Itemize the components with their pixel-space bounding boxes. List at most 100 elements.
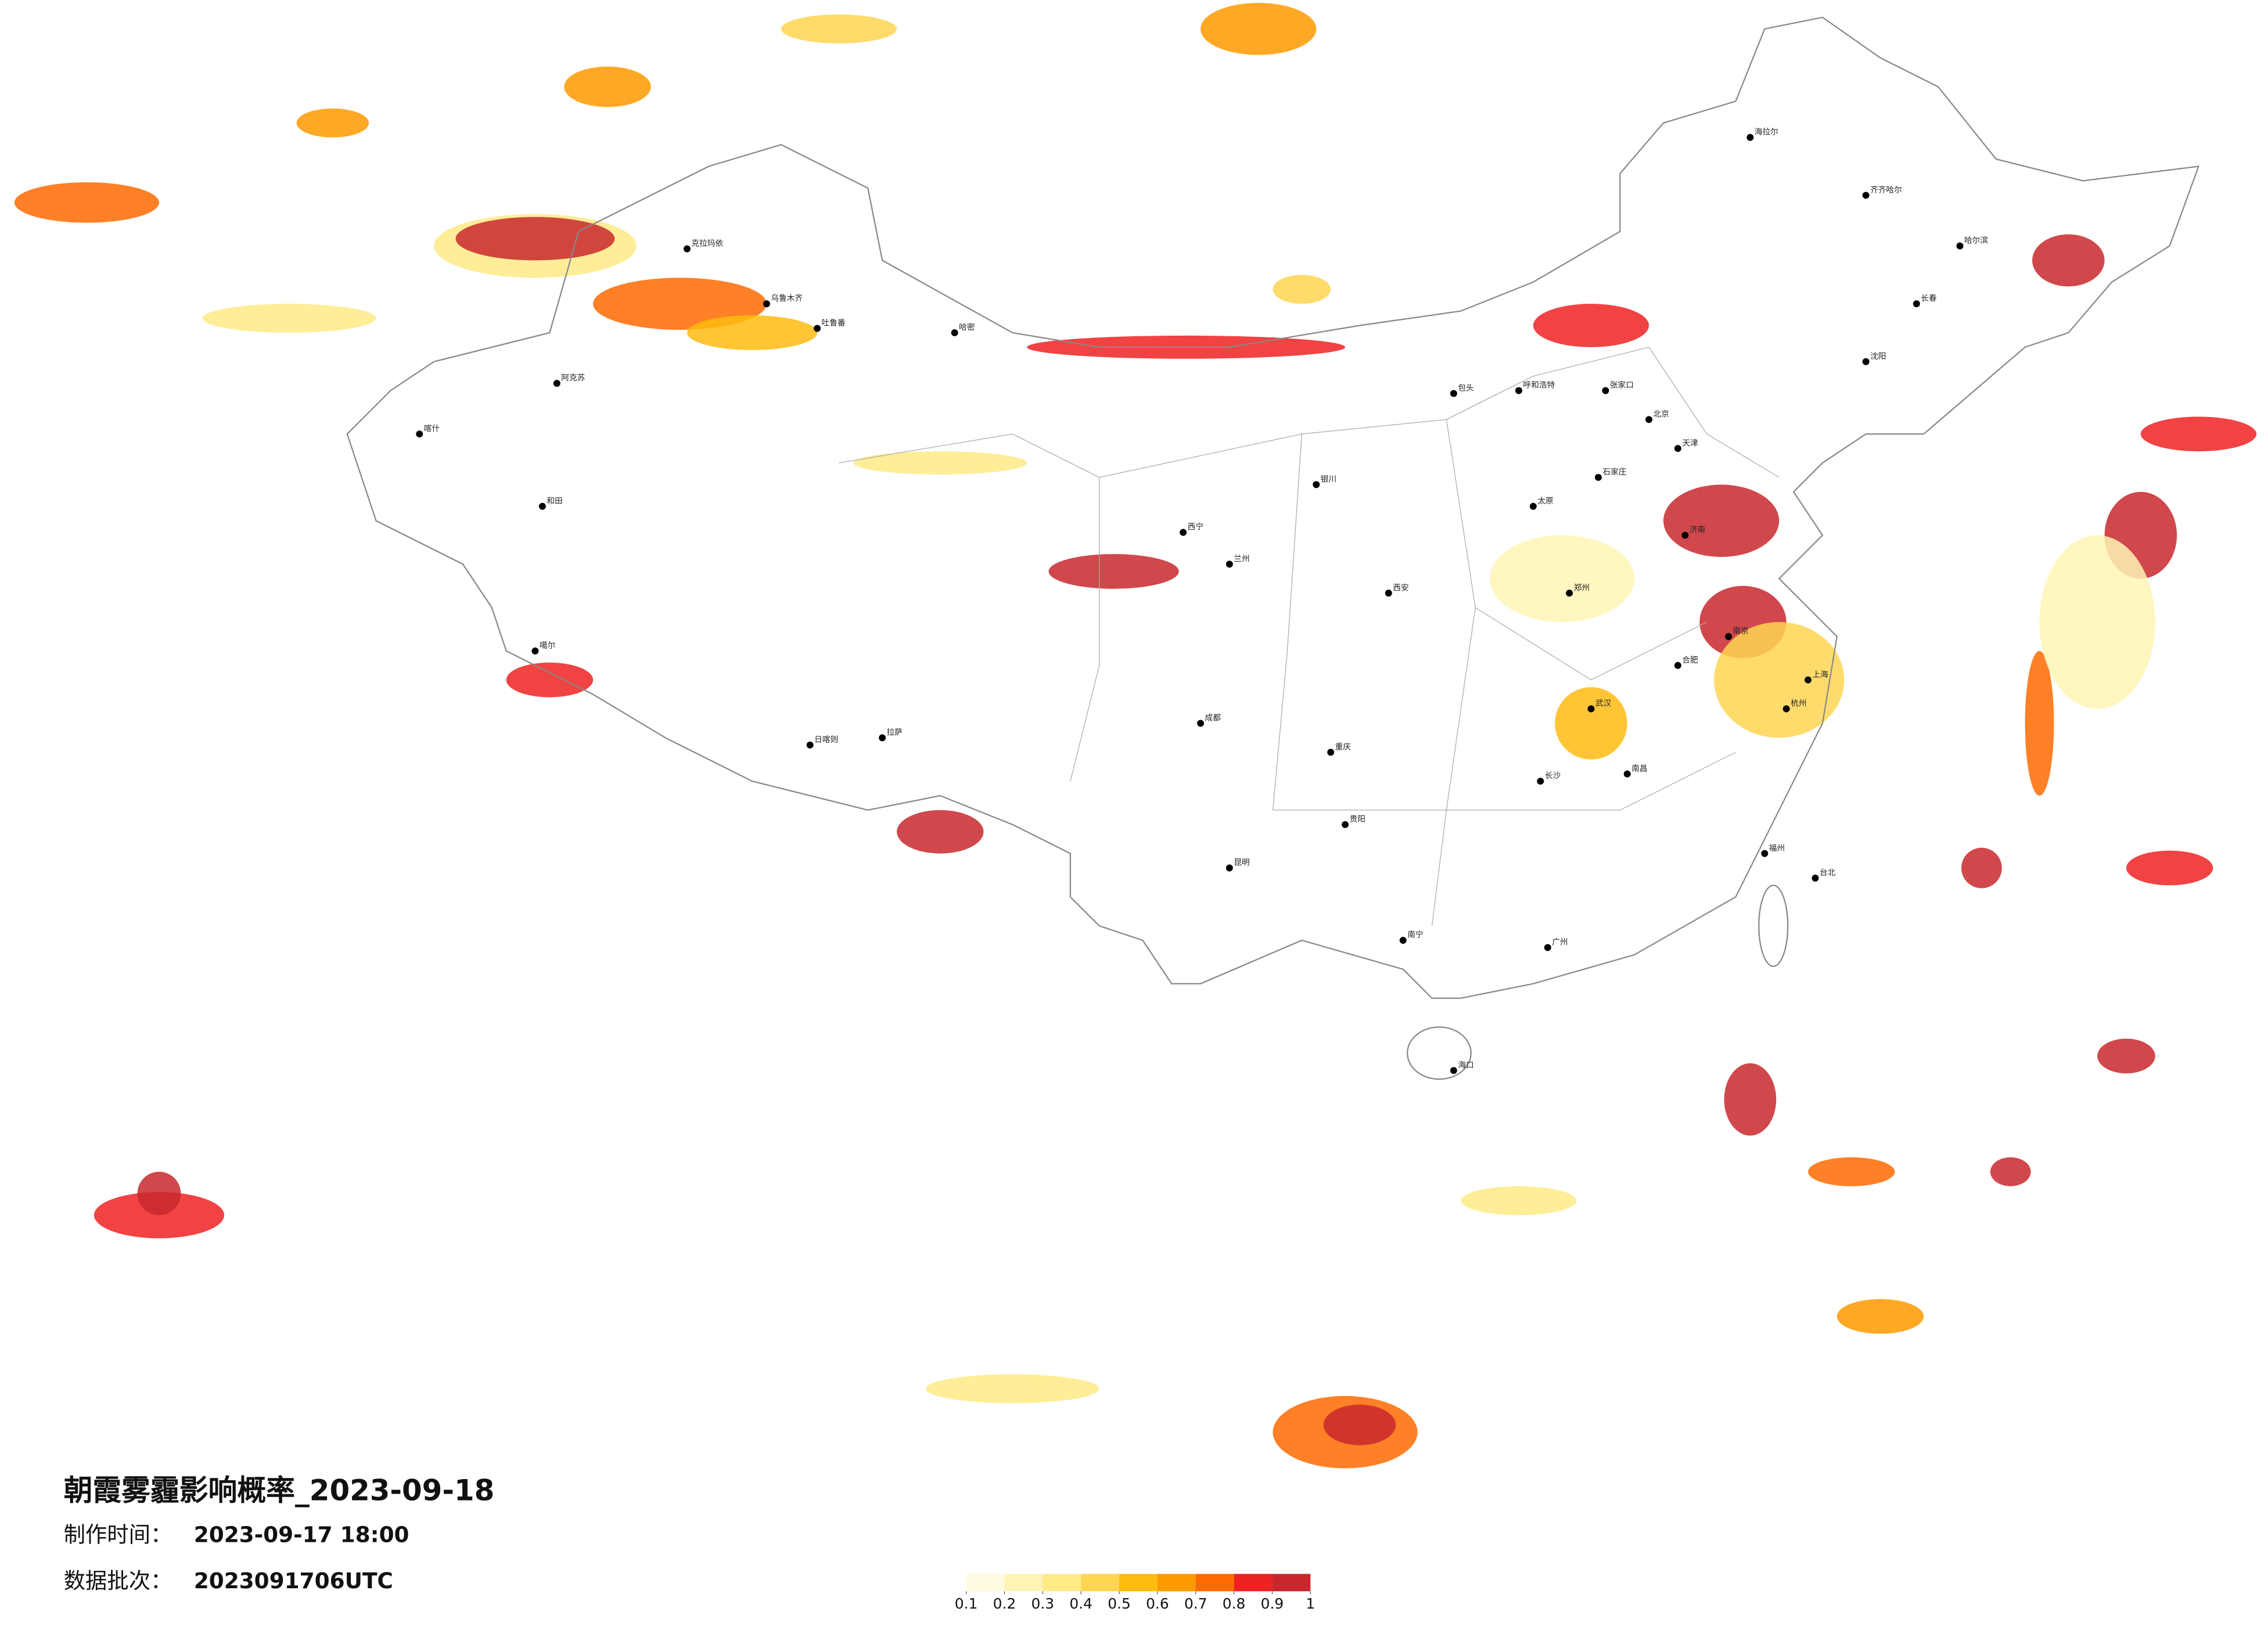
city-label: 南昌 xyxy=(1631,764,1647,774)
hainan-outline xyxy=(1407,1026,1472,1080)
city-label: 重庆 xyxy=(1335,742,1352,751)
city-label: 成都 xyxy=(1205,714,1221,723)
city-label: 西安 xyxy=(1393,583,1408,592)
legend-swatch xyxy=(1119,1574,1158,1592)
legend-swatch xyxy=(1234,1574,1273,1592)
city-dot xyxy=(879,734,886,742)
legend-swatch xyxy=(1272,1574,1311,1592)
city-label: 福州 xyxy=(1769,844,1785,853)
legend-tick-label: 0.7 xyxy=(1184,1595,1207,1612)
probability-patch xyxy=(1555,687,1627,760)
legend-tick-label: 0.4 xyxy=(1069,1595,1092,1612)
city-label: 天津 xyxy=(1682,438,1698,448)
city-label: 阿克苏 xyxy=(561,373,585,383)
city-dot xyxy=(1805,676,1812,684)
city-label: 哈密 xyxy=(959,322,975,332)
city-dot xyxy=(1544,944,1551,951)
city-dot xyxy=(1537,778,1544,785)
city-dot xyxy=(1811,875,1819,882)
probability-patch xyxy=(2039,535,2155,709)
legend-swatch xyxy=(1004,1574,1043,1592)
legend-tick-label: 0.2 xyxy=(993,1595,1016,1612)
city-dot xyxy=(1327,749,1335,756)
city-label: 海拉尔 xyxy=(1755,128,1778,137)
city-dot xyxy=(1746,134,1754,141)
probability-patch xyxy=(564,66,651,107)
probability-patch xyxy=(897,810,984,854)
city-label: 太原 xyxy=(1537,497,1553,506)
probability-patch xyxy=(593,278,767,330)
city-dot xyxy=(1862,192,1870,199)
city-dot xyxy=(1913,300,1920,308)
probability-patch xyxy=(296,108,369,138)
city-label: 昆明 xyxy=(1234,858,1249,868)
city-dot xyxy=(531,647,539,654)
city-label: 贵阳 xyxy=(1350,815,1365,824)
probability-patch xyxy=(853,451,1027,475)
city-dot xyxy=(1761,850,1769,857)
probability-patch xyxy=(1201,2,1317,55)
legend-tick-label: 1 xyxy=(1306,1595,1315,1612)
city-dot xyxy=(763,300,770,308)
city-dot xyxy=(1225,864,1233,872)
probability-patch xyxy=(1490,535,1635,623)
probability-patch xyxy=(506,662,594,697)
legend-tick-label: 0.6 xyxy=(1146,1595,1169,1612)
city-dot xyxy=(1566,589,1573,597)
city-dot xyxy=(1681,531,1689,539)
city-dot xyxy=(814,325,821,332)
city-dot xyxy=(1645,416,1653,423)
city-label: 南宁 xyxy=(1407,930,1423,940)
color-legend: 0.1 0.2 0.3 0.4 0.5 0.6 0.7 0.8 0.9 1 xyxy=(955,1574,1315,1612)
legend-tick-label: 0.9 xyxy=(1261,1595,1284,1612)
city-dot xyxy=(1674,445,1681,452)
city-dot xyxy=(1399,937,1407,944)
probability-patch xyxy=(455,217,615,261)
probability-patch xyxy=(2032,234,2105,287)
city-dot xyxy=(1587,705,1595,713)
city-dot xyxy=(553,380,560,387)
city-label: 济南 xyxy=(1690,526,1705,535)
city-label: 广州 xyxy=(1552,938,1568,947)
city-label: 和田 xyxy=(547,497,562,506)
city-dot xyxy=(1674,661,1681,669)
city-label: 合肥 xyxy=(1682,656,1698,665)
city-dot xyxy=(1594,474,1602,481)
city-dot xyxy=(1862,358,1870,365)
city-label: 西宁 xyxy=(1188,522,1203,532)
city-label: 海口 xyxy=(1458,1060,1473,1070)
city-dot xyxy=(683,245,691,253)
probability-patch xyxy=(1836,1299,1924,1334)
probability-patch xyxy=(2140,416,2257,452)
city-label: 包头 xyxy=(1458,384,1473,393)
probability-patch xyxy=(14,182,159,223)
production-time: 2023-09-17 18:00 xyxy=(194,1522,409,1548)
city-dot xyxy=(806,741,814,749)
city-dot xyxy=(1956,242,1964,250)
probability-patch xyxy=(781,14,897,44)
probability-patch xyxy=(202,304,376,333)
probability-patch xyxy=(1714,622,1845,738)
probability-patch xyxy=(2025,650,2054,796)
legend-tick-label: 0.3 xyxy=(1031,1595,1055,1612)
city-label: 南京 xyxy=(1733,627,1749,636)
city-dot xyxy=(1602,387,1609,394)
city-label: 拉萨 xyxy=(887,728,903,737)
probability-patch xyxy=(137,1171,181,1215)
city-label: 张家口 xyxy=(1610,380,1634,390)
city-label: 喀什 xyxy=(424,424,440,433)
data-batch: 2023091706UTC xyxy=(194,1568,393,1593)
city-label: 呼和浩特 xyxy=(1523,381,1555,390)
city-label: 沈阳 xyxy=(1870,352,1886,361)
city-label: 北京 xyxy=(1654,409,1669,419)
city-label: 乌鲁木齐 xyxy=(771,294,803,303)
city-label: 噶尔 xyxy=(540,641,556,650)
city-dot xyxy=(1225,560,1233,568)
city-label: 上海 xyxy=(1813,670,1829,679)
probability-patch xyxy=(1048,554,1179,589)
probability-patch xyxy=(1808,1157,1895,1186)
legend-swatch xyxy=(1043,1574,1081,1592)
